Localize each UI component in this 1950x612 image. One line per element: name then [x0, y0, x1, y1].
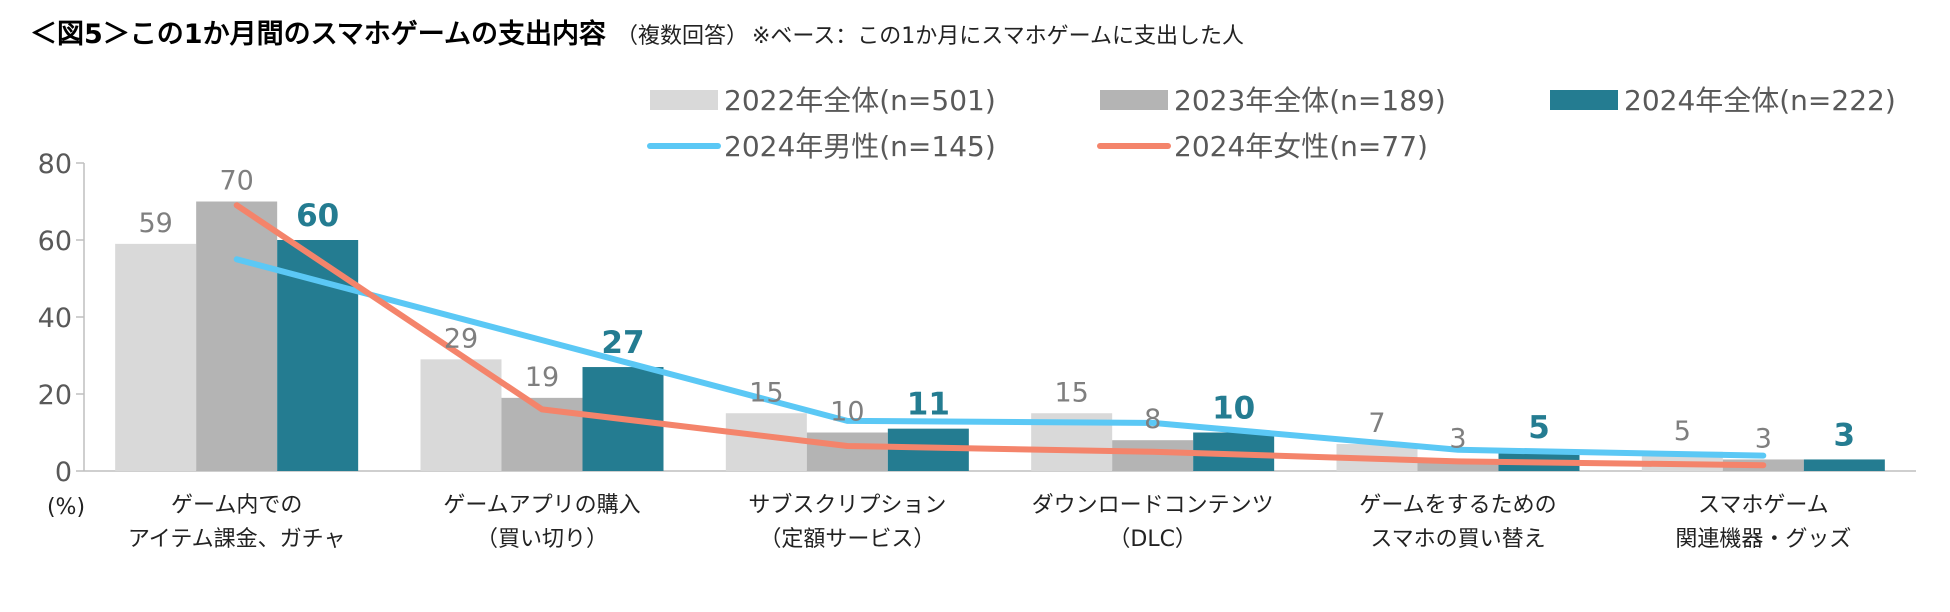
legend-label: 2024年全体(n=222)	[1624, 84, 1896, 117]
y-tick-label: 0	[55, 457, 72, 488]
bar-data-label: 8	[1144, 404, 1161, 435]
bar-data-label: 29	[444, 323, 478, 354]
category-label: （買い切り）	[476, 527, 608, 552]
bar-data-label: 15	[749, 377, 783, 408]
legend-label: 2024年男性(n=145)	[724, 130, 996, 163]
legend-label: 2022年全体(n=501)	[724, 84, 996, 117]
bar-data-label: 27	[601, 325, 644, 361]
bar-data-label: 3	[1449, 423, 1466, 454]
chart-title: ＜図5＞この1か月間のスマホゲームの支出内容	[30, 19, 606, 50]
legend-swatch-bar	[650, 90, 718, 110]
bar	[1417, 459, 1499, 471]
legend-swatch-bar	[1550, 90, 1618, 110]
chart-title-row: ＜図5＞この1か月間のスマホゲームの支出内容 （複数回答） ※ベース：この1か月にス…	[30, 12, 1244, 51]
bar-data-label: 19	[525, 362, 559, 393]
chart-base-note: ※ベース：この1か月にスマホゲームに支出した人	[751, 24, 1244, 49]
bar-data-label: 5	[1674, 416, 1691, 447]
series-line	[233, 256, 1767, 459]
data-labels: 59 29 15 15 7 5 70 19 10 8 3 3 60 27 11 10 5 3	[138, 166, 1855, 455]
y-unit-label: (%)	[47, 495, 85, 520]
category-label: スマホの買い替え	[1370, 527, 1545, 552]
bar-data-label: 60	[296, 198, 339, 234]
chart-subtitle: （複数回答）	[615, 24, 748, 49]
y-tick-label: 40	[38, 303, 72, 334]
bar	[1803, 459, 1885, 471]
category-label: アイテム課金、ガチャ	[128, 527, 346, 552]
category-label: スマホゲーム	[1698, 493, 1829, 518]
lines	[233, 202, 1767, 469]
bar-data-label: 5	[1528, 410, 1550, 446]
bars	[115, 201, 1885, 471]
legend-label: 2024年女性(n=77)	[1174, 130, 1428, 163]
y-tick-label: 60	[38, 226, 72, 257]
bar	[806, 432, 888, 471]
category-label: 関連機器・グッズ	[1675, 527, 1851, 552]
series-line	[233, 202, 1767, 469]
legend: 2022年全体(n=501) 2023年全体(n=189) 2024年全体(n=22…	[647, 84, 1896, 163]
bar-data-label: 7	[1368, 408, 1385, 439]
category-label: ゲームアプリの購入	[443, 493, 640, 518]
legend-label: 2023年全体(n=189)	[1174, 84, 1446, 117]
bar-data-label: 11	[907, 387, 950, 423]
bar-data-label: 3	[1834, 417, 1856, 453]
y-tick-label: 20	[38, 380, 72, 411]
bar	[196, 201, 278, 471]
bar-data-label: 10	[1212, 391, 1255, 427]
legend-swatch-bar	[1100, 90, 1168, 110]
category-label: サブスクリプション	[748, 493, 946, 518]
category-label: （定額サービス）	[759, 527, 935, 552]
bar-data-label: 70	[219, 166, 253, 197]
category-label: ゲームをするための	[1359, 493, 1556, 518]
bar	[115, 243, 197, 471]
category-label: ゲーム内での	[171, 493, 302, 518]
y-tick-label: 80	[38, 149, 72, 180]
bar-data-label: 15	[1054, 377, 1088, 408]
bar-data-label: 10	[830, 397, 864, 428]
category-label: （DLC）	[1108, 527, 1197, 552]
bar-data-label: 3	[1755, 423, 1772, 454]
bar-data-label: 59	[138, 208, 172, 239]
category-label: ダウンロードコンテンツ	[1032, 493, 1274, 518]
bar	[420, 359, 502, 471]
